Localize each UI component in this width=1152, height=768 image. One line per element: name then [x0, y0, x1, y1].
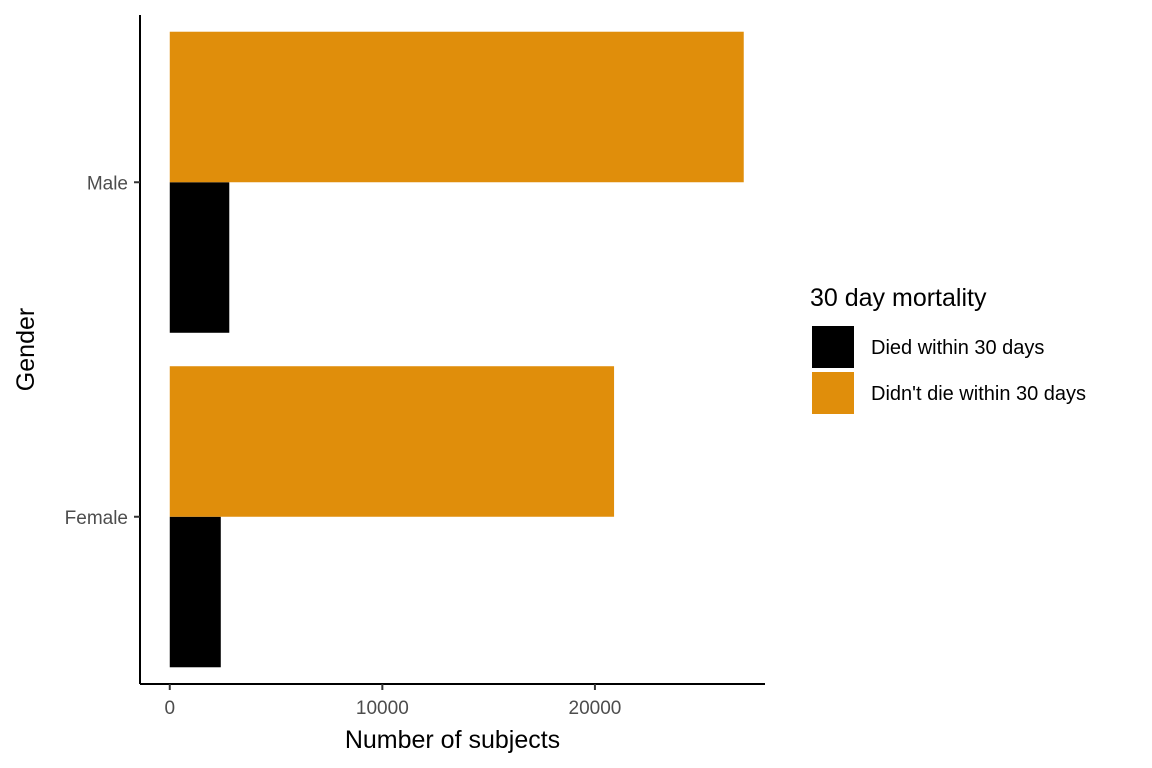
bar-female-survived [169, 366, 615, 517]
x-tick-label: 0 [164, 698, 175, 719]
bar-male-survived [169, 31, 744, 183]
legend-label-survived: Didn't die within 30 days [871, 383, 1086, 405]
x-tick-label: 20000 [569, 698, 622, 719]
bars-group [169, 31, 744, 668]
y-axis-ticks: Female Male [65, 173, 140, 529]
legend: 30 day mortality Died within 30 days Didn… [810, 284, 1086, 414]
legend-title: 30 day mortality [810, 284, 987, 312]
bar-female-died [169, 516, 221, 668]
y-axis-title: Gender [12, 308, 40, 391]
x-axis-title: Number of subjects [345, 726, 560, 754]
x-tick-label: 10000 [356, 698, 409, 719]
x-axis-ticks: 0 10000 20000 [164, 684, 621, 719]
legend-key-died [812, 326, 854, 368]
bar-male-died [169, 182, 230, 333]
y-tick-label-female: Female [65, 508, 128, 529]
legend-label-died: Died within 30 days [871, 337, 1044, 359]
legend-key-survived [812, 372, 854, 414]
y-tick-label-male: Male [87, 173, 128, 194]
